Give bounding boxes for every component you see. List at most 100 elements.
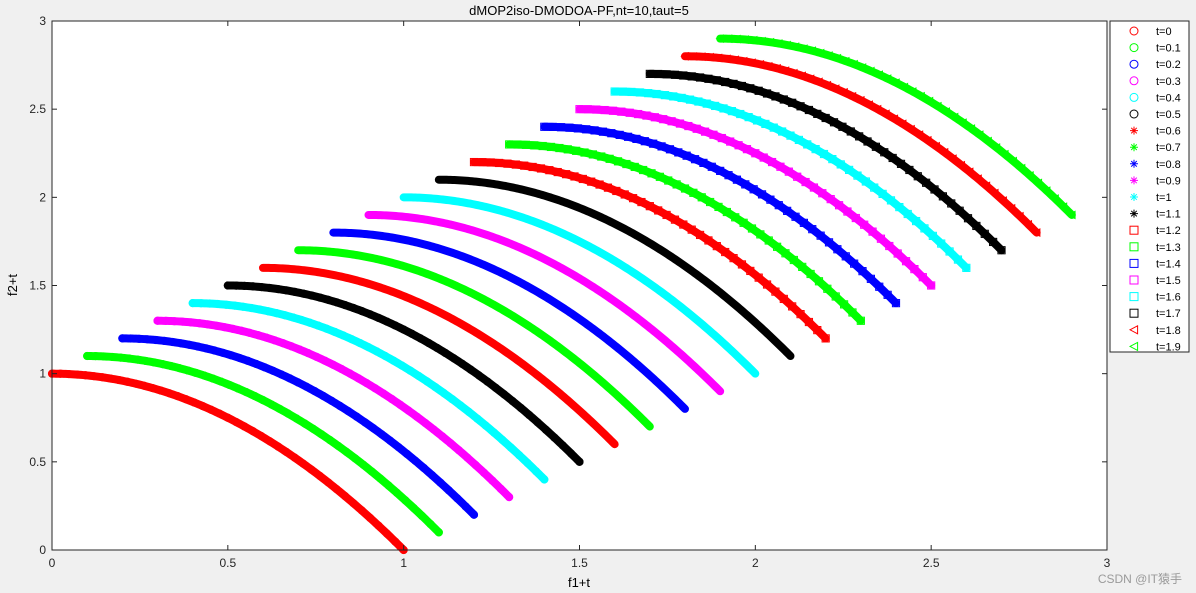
data-point [755,59,765,69]
data-point [1016,163,1026,173]
data-point [623,132,633,141]
data-point [310,387,320,396]
data-point [99,352,109,361]
data-point [220,323,229,332]
data-point [299,459,308,468]
data-point [640,137,649,146]
data-point [620,190,629,199]
data-point [89,372,98,381]
data-point [531,467,541,476]
data-point [754,273,763,282]
data-point [301,266,309,274]
data-point [461,502,470,511]
data-point [972,221,981,231]
data-point [939,147,949,157]
data-point [166,361,175,371]
data-point [1006,203,1016,213]
data-point [351,454,360,463]
data-point [534,219,542,227]
data-point [771,92,780,101]
data-point [808,225,817,234]
legend-marker [1129,76,1139,86]
data-point [695,73,705,82]
data-point [689,188,698,197]
data-point [831,292,840,301]
data-point [716,387,724,395]
data-point [565,268,574,277]
data-point [210,346,219,355]
data-point [196,299,206,308]
data-point [804,105,814,115]
data-point [841,252,850,261]
data-point [806,269,815,279]
data-point [529,325,537,333]
series-band [153,316,514,502]
data-point [809,183,819,192]
data-point [423,377,432,386]
data-point [654,69,663,79]
data-point [659,115,668,124]
data-point [488,476,497,485]
data-point [455,251,463,259]
data-point [712,76,721,85]
data-point [379,232,388,240]
data-point [715,34,724,44]
data-point [478,295,486,303]
data-point [314,321,323,330]
data-point [185,340,194,349]
data-point [326,270,334,278]
data-point [486,158,495,167]
data-point [469,157,479,167]
data-point [245,328,254,337]
axes-layer: 0 0.5 1 1.5 2 2.5 3 0 0.5 1 1.5 2 2.5 3 [29,14,1110,570]
data-point [469,510,479,519]
data-point [635,88,644,97]
data-point [453,494,462,503]
data-point [667,117,676,126]
data-point [722,207,731,217]
data-point [927,281,936,290]
data-point [617,261,625,269]
data-point [500,390,509,399]
legend-marker [1129,242,1139,252]
data-point [569,401,577,409]
data-point [410,296,418,304]
legend-item: t=1.6 [1129,292,1181,304]
data-point [342,447,351,457]
data-point [833,245,842,254]
data-point [799,218,808,227]
data-point [483,203,491,211]
data-point [477,331,485,340]
data-point [709,130,718,139]
data-point [781,249,790,258]
data-point [416,334,425,343]
data-point [649,326,657,335]
data-point [290,453,299,462]
data-point [477,178,485,186]
data-point [544,192,552,201]
data-point [438,432,447,441]
data-point [438,245,446,254]
data-point [583,105,592,114]
data-point [580,148,589,157]
data-point [401,293,409,301]
data-point [444,486,453,495]
data-point [446,248,455,256]
data-point [861,177,870,186]
legend-marker [1129,292,1139,302]
legend-label: t=1.9 [1156,341,1181,353]
data-point [205,299,214,308]
data-point [547,296,555,304]
data-point [573,124,582,133]
data-point [703,278,711,286]
data-point [819,149,829,159]
data-point [751,149,760,158]
data-point [612,186,621,196]
data-point [588,150,597,159]
data-point [776,162,785,171]
legend-marker [1129,275,1139,285]
data-point [636,233,644,241]
data-point [507,240,515,248]
data-point [891,78,900,88]
data-point [807,46,817,56]
